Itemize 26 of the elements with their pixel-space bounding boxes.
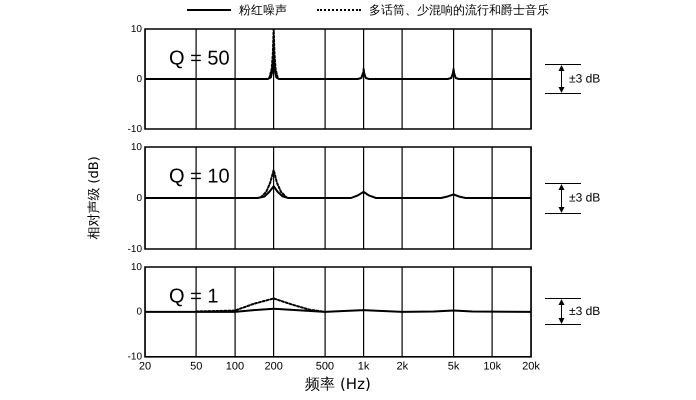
- y-axis-title: 相对声级 (dB): [87, 156, 102, 240]
- y-tick-label: 10: [130, 24, 142, 35]
- x-tick-label: 200: [264, 360, 283, 372]
- x-tick-label: 20k: [522, 360, 540, 372]
- x-tick-label: 20: [138, 360, 152, 372]
- x-tick-label: 2k: [396, 360, 409, 372]
- text: ±3 dB: [569, 304, 600, 318]
- x-tick-label: 1k: [358, 360, 370, 372]
- x-tick-label: 500: [316, 360, 334, 372]
- y-tick-label: -10: [128, 244, 142, 255]
- y-tick-label: -10: [128, 352, 142, 363]
- y-tick-label: 0: [136, 306, 142, 318]
- y-tick-label: -10: [128, 124, 142, 135]
- legend-label: 粉红噪声: [239, 2, 287, 18]
- x-tick-label: 100: [226, 360, 244, 372]
- x-tick-label: 10k: [483, 360, 502, 372]
- text: ±3 dB: [569, 190, 600, 204]
- x-tick-label: 50: [190, 360, 202, 372]
- x-axis-title: 频率 (Hz): [305, 374, 371, 393]
- text: ±3 dB: [569, 71, 600, 86]
- y-tick-label: 10: [130, 142, 142, 153]
- y-tick-label: 0: [136, 192, 142, 204]
- x-tick-label: 5k: [448, 360, 460, 372]
- y-tick-label: 10: [130, 262, 142, 273]
- y-tick-label: 0: [136, 74, 142, 85]
- legend-label: 多话筒、少混响的流行和爵士音乐: [369, 2, 549, 18]
